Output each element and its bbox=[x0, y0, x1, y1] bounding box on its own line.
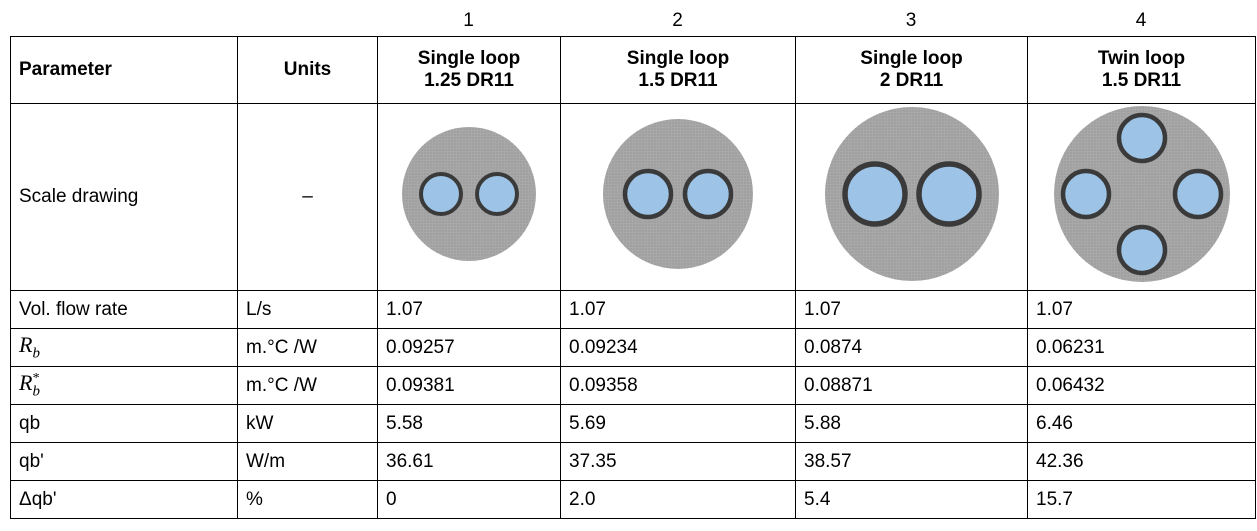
cell: 0.09234 bbox=[560, 328, 796, 367]
header-cell: Parameter bbox=[10, 36, 238, 104]
row: qb' W/m 36.61 37.35 38.57 42.36 bbox=[10, 442, 1256, 481]
drawing-cell bbox=[377, 103, 561, 291]
cell: 1.07 bbox=[795, 290, 1028, 329]
drawing-cell bbox=[1027, 103, 1256, 291]
cell: 6.46 bbox=[1027, 404, 1256, 443]
drawing-row: Scale drawing – bbox=[10, 103, 1256, 291]
cell: 0.09257 bbox=[377, 328, 561, 367]
header-line: 1.5 DR11 bbox=[1101, 70, 1182, 91]
cell: 0.06432 bbox=[1027, 366, 1256, 405]
math-symbol: Rb* bbox=[19, 370, 47, 399]
math-symbol: Rb bbox=[19, 332, 40, 361]
cell: 0.0874 bbox=[795, 328, 1028, 367]
cell: 0.06231 bbox=[1027, 328, 1256, 367]
header-line: Single loop bbox=[626, 48, 730, 69]
cell: Vol. flow rate bbox=[10, 290, 238, 329]
drawing-cell bbox=[560, 103, 796, 291]
cell: m.°C /W bbox=[237, 366, 378, 405]
column-number: 4 bbox=[1135, 10, 1147, 31]
cell: 37.35 bbox=[560, 442, 796, 481]
cell: Δqb' bbox=[10, 480, 238, 519]
column-number: 1 bbox=[463, 10, 474, 31]
cell: qb bbox=[10, 404, 238, 443]
cell: 36.61 bbox=[377, 442, 561, 481]
symbol: R bbox=[19, 332, 33, 358]
cell: qb' bbox=[10, 442, 238, 481]
column-numbers: 1 2 3 4 bbox=[10, 0, 1255, 36]
row: Δqb'% 0 2.0 5.4 15.7 bbox=[10, 480, 1256, 519]
cell: 5.88 bbox=[795, 404, 1028, 443]
cell: 0 bbox=[377, 480, 561, 519]
scale-drawing bbox=[402, 127, 536, 261]
header-cell: Twin loop 1.5 DR11 bbox=[1027, 36, 1256, 104]
cell: Rb bbox=[10, 328, 238, 367]
superscript: * bbox=[31, 370, 39, 386]
cell: Rb* bbox=[10, 366, 238, 405]
row: qb kW 5.58 5.69 5.88 6.46 bbox=[10, 404, 1256, 443]
cell: 1.07 bbox=[560, 290, 796, 329]
cell: 42.36 bbox=[1027, 442, 1256, 481]
cell: 1.07 bbox=[377, 290, 561, 329]
column-number: 2 bbox=[672, 10, 683, 31]
header-row: Parameter Units Single loop 1.25 DR11 Sing… bbox=[10, 36, 1256, 104]
table: Parameter Units Single loop 1.25 DR11 Sing… bbox=[10, 36, 1256, 519]
header-cell: Single loop 1.5 DR11 bbox=[560, 36, 796, 104]
header-line: Twin loop bbox=[1097, 48, 1186, 69]
cell: 5.4 bbox=[795, 480, 1028, 519]
header-cell: Units bbox=[237, 36, 378, 104]
cell: 0.09381 bbox=[377, 366, 561, 405]
header-cell: Single loop 2 DR11 bbox=[795, 36, 1028, 104]
cell: 15.7 bbox=[1027, 480, 1256, 519]
symbol: R bbox=[19, 370, 33, 396]
cell: 0.09358 bbox=[560, 366, 796, 405]
cell: L/s bbox=[237, 290, 378, 329]
cell: Scale drawing bbox=[10, 103, 238, 291]
cell: 5.58 bbox=[377, 404, 561, 443]
header-line: Single loop bbox=[860, 48, 963, 69]
cell: 1.07 bbox=[1027, 290, 1256, 329]
header-line: Single loop bbox=[417, 48, 521, 69]
scale-drawing bbox=[603, 119, 753, 269]
subscript: b bbox=[32, 345, 40, 362]
cell: 0.08871 bbox=[795, 366, 1028, 405]
cell: 5.69 bbox=[560, 404, 796, 443]
row: Vol. flow rate L/s 1.07 1.07 1.07 1.07 bbox=[10, 290, 1256, 329]
cell: 2.0 bbox=[560, 480, 796, 519]
header-line: 1.25 DR11 bbox=[424, 70, 514, 91]
cell: % bbox=[237, 480, 378, 519]
column-number: 3 bbox=[905, 10, 917, 31]
subscript: b bbox=[32, 383, 40, 400]
drawing-cell bbox=[795, 103, 1028, 291]
header-line: 1.5 DR11 bbox=[638, 70, 718, 91]
header-line: 2 DR11 bbox=[879, 70, 944, 91]
row: Rb m.°C /W 0.09257 0.09234 0.0874 0.06231 bbox=[10, 328, 1256, 367]
scale-drawing bbox=[1053, 106, 1230, 282]
cell: m.°C /W bbox=[237, 328, 378, 367]
cell: 38.57 bbox=[795, 442, 1028, 481]
cell: W/m bbox=[237, 442, 378, 481]
cell: kW bbox=[237, 404, 378, 443]
row: Rb* m.°C /W 0.09381 0.09358 0.08871 0.06432 bbox=[10, 366, 1256, 405]
header-cell: Single loop 1.25 DR11 bbox=[377, 36, 561, 104]
scale-drawing bbox=[824, 107, 999, 281]
cell: – bbox=[237, 103, 378, 291]
